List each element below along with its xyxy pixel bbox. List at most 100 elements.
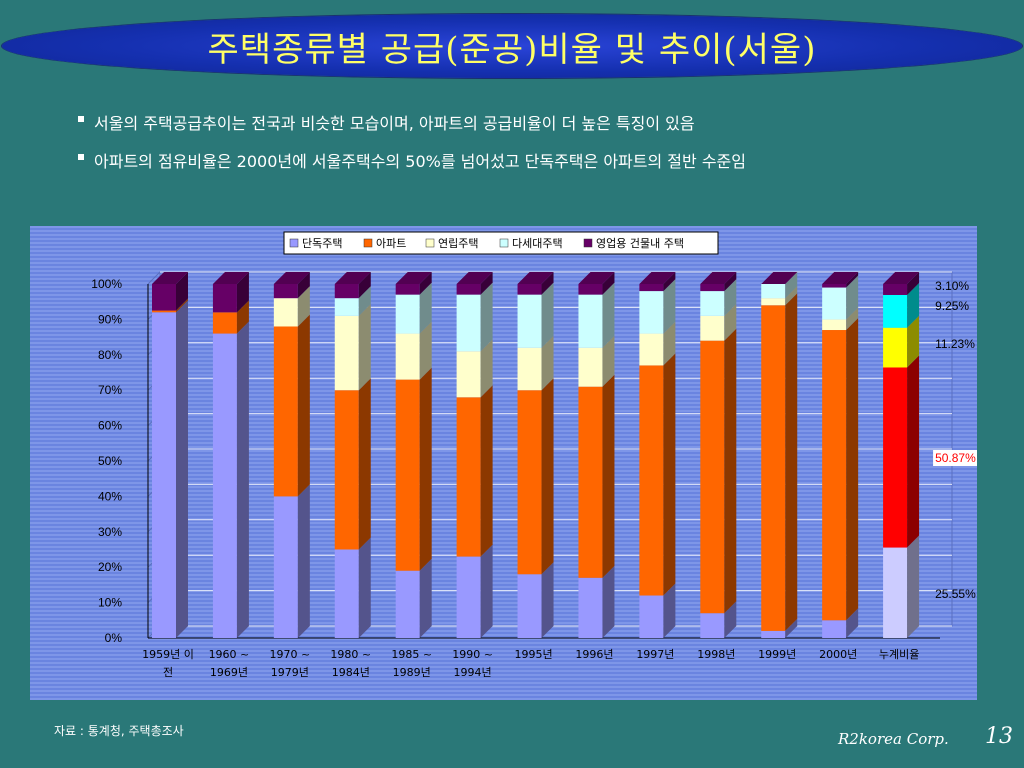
bullet-item: 아파트의 점유비율은 2000년에 서울주택수의 50%를 넘어섰고 단독주택은…	[78, 148, 746, 172]
bar-segment-side	[541, 282, 554, 348]
data-label-bg	[933, 450, 980, 466]
bar-segment	[152, 284, 176, 311]
bar-segment	[517, 390, 542, 575]
bar-segment	[578, 284, 603, 295]
bar-segment-side	[297, 314, 310, 497]
legend-swatch	[289, 238, 299, 248]
data-label: 50.87%	[935, 451, 976, 465]
bar-segment	[700, 284, 725, 292]
bar-segment-side	[358, 537, 371, 638]
bar-segment-side	[236, 272, 249, 313]
chart-panel: 0% 10% 20% 30% 40% 50% 60% 70% 80% 90% 100% 단독주택 아파트…	[30, 226, 980, 700]
bar-segment-side	[724, 303, 737, 341]
bar-top-cap	[761, 272, 798, 284]
bar-segment-side	[480, 282, 493, 352]
bar-segment-side	[480, 544, 493, 638]
bar-segment-side	[785, 293, 798, 631]
bar-segment-side	[663, 321, 676, 366]
bar-segment-side	[358, 303, 371, 391]
bar-segment	[395, 570, 420, 638]
bar-segment	[700, 291, 725, 316]
y-tick-label: 10%	[98, 596, 122, 610]
bar-segment	[334, 390, 359, 550]
bar-top-cap	[883, 272, 920, 284]
bar-segment-side	[176, 298, 188, 313]
bar-segment-side	[236, 300, 249, 334]
bar-segment	[822, 284, 847, 288]
bar-segment	[761, 284, 786, 299]
bar-segment-side	[358, 378, 371, 550]
bar-segment-side	[724, 272, 737, 292]
bar-segment-side	[846, 608, 859, 638]
bar-top-cap	[578, 272, 615, 284]
bar-segment	[822, 319, 847, 331]
x-tick-label: 1989년	[393, 666, 431, 679]
footer-brand: R2korea Corp.	[838, 730, 949, 748]
x-tick-label: 1995년	[514, 648, 552, 661]
bar-segment	[883, 327, 908, 368]
bar-segment	[883, 367, 908, 548]
bar-segment	[883, 284, 908, 295]
legend-swatch	[583, 238, 593, 248]
y-tick-label: 90%	[98, 312, 122, 326]
bar-segment-side	[602, 335, 615, 387]
bar-segment-side	[419, 272, 432, 295]
bar-segment-side	[541, 378, 554, 575]
bar-segment-side	[541, 335, 554, 391]
bar-top-cap	[456, 272, 493, 284]
bar-segment-side	[785, 272, 798, 299]
bar-segment	[639, 284, 664, 292]
y-tick-label: 100%	[91, 277, 122, 291]
x-tick-label: 1994년	[454, 666, 492, 679]
page-number: 13	[985, 724, 1013, 749]
bar-top-cap	[334, 272, 371, 284]
slide-title: 주택종류별 공급(준공)비율 및 추이(서울)	[207, 30, 817, 70]
title-banner	[2, 14, 1022, 78]
bar-segment	[212, 284, 237, 313]
bar-segment-side	[602, 272, 615, 295]
legend-swatch	[363, 238, 373, 248]
bar-segment	[395, 333, 420, 380]
x-tick-label: 누계비율	[879, 648, 919, 661]
bar-segment	[883, 294, 908, 328]
bar-segment-side	[846, 272, 859, 288]
y-tick-label: 80%	[98, 348, 122, 362]
source-note: 자료 : 통계청, 주택총조사	[54, 724, 184, 738]
bar-segment	[700, 613, 725, 638]
y-tick-label: 0%	[105, 631, 123, 645]
bar-segment-side	[358, 286, 371, 316]
data-label: 25.55%	[935, 587, 976, 601]
bar-segment	[456, 397, 481, 557]
bar-segment-side	[785, 618, 798, 638]
bar-segment	[822, 620, 847, 638]
legend-label: 아파트	[376, 237, 406, 250]
bar-segment	[578, 577, 603, 638]
bar-segment-side	[724, 279, 737, 316]
bar-segment-side	[602, 374, 615, 578]
bar-segment	[212, 312, 237, 334]
legend-label: 단독주택	[302, 237, 342, 250]
bar-segment	[822, 330, 847, 621]
bar-segment	[273, 298, 298, 327]
x-tick-label: 1998년	[697, 648, 735, 661]
bar-segment	[273, 284, 298, 299]
bar-segment-side	[297, 286, 310, 327]
bar-segment	[152, 312, 176, 638]
bar-segment	[517, 284, 542, 295]
bar-segment	[761, 305, 786, 631]
y-tick-label: 50%	[98, 454, 122, 468]
data-label: 9.25%	[935, 299, 969, 313]
y-tick-label: 40%	[98, 489, 122, 503]
x-tick-label: 2000년	[819, 648, 857, 661]
bullet-square-icon	[78, 116, 84, 122]
bar-top-cap	[822, 272, 859, 284]
bar-segment	[517, 347, 542, 391]
bar-segment	[700, 340, 725, 614]
bar-segment-side	[419, 558, 432, 638]
x-tick-label: 1997년	[636, 648, 674, 661]
bar-segment	[334, 298, 359, 316]
bar-segment-side	[724, 328, 737, 614]
bar-segment-side	[907, 315, 920, 368]
bar-segment	[822, 287, 847, 320]
bar-segment	[639, 333, 664, 366]
